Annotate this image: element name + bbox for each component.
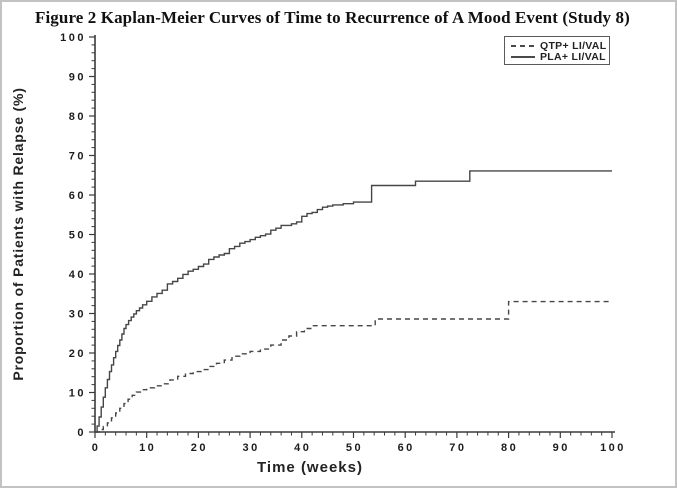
legend-box: QTP+ LI/VAL PLA+ LI/VAL — [504, 36, 610, 65]
legend-label-pla: PLA+ LI/VAL — [540, 50, 606, 63]
legend-label-qtp: QTP+ LI/VAL — [540, 39, 607, 52]
figure-title: Figure 2 Kaplan-Meier Curves of Time to … — [35, 8, 630, 27]
x-tick-label: 30 — [242, 442, 259, 454]
y-tick-label: 0 — [77, 427, 86, 439]
y-tick-label: 30 — [69, 309, 86, 321]
legend-item-qtp: QTP+ LI/VAL — [511, 39, 607, 52]
legend-item-pla: PLA+ LI/VAL — [511, 50, 606, 63]
y-tick-label: 20 — [69, 348, 86, 360]
y-tick-label: 70 — [69, 151, 86, 163]
km-curve-qtp — [95, 300, 612, 433]
y-tick-label: 10 — [69, 388, 86, 400]
x-tick-label: 20 — [191, 442, 208, 454]
y-tick-label: 100 — [60, 32, 86, 44]
y-tick-label: 60 — [69, 190, 86, 202]
x-tick-label: 0 — [92, 442, 101, 454]
x-tick-label: 90 — [553, 442, 570, 454]
y-tick-label: 50 — [69, 230, 86, 242]
y-tick-label: 80 — [69, 111, 86, 123]
km-curve-pla — [95, 170, 612, 433]
x-tick-label: 40 — [294, 442, 311, 454]
x-tick-label: 10 — [139, 442, 156, 454]
x-tick-label: 70 — [449, 442, 466, 454]
y-tick-label: 90 — [69, 72, 86, 84]
solid-line-swatch-icon — [511, 55, 535, 58]
x-tick-label: 60 — [398, 442, 415, 454]
x-axis-title: Time (weeks) — [257, 459, 363, 476]
dashed-line-swatch-icon — [511, 44, 535, 47]
x-tick-label: 80 — [501, 442, 518, 454]
x-tick-label: 50 — [346, 442, 363, 454]
y-tick-label: 40 — [69, 269, 86, 281]
x-tick-label: 100 — [600, 442, 626, 454]
